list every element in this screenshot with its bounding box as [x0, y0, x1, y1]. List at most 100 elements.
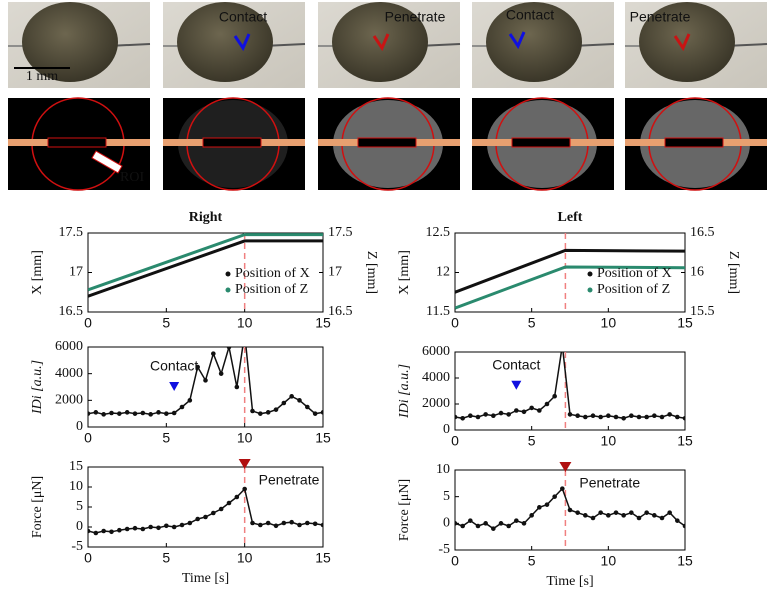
y-tick-label: 15 — [69, 459, 83, 474]
pipette — [625, 139, 665, 146]
point — [320, 522, 323, 528]
point — [475, 414, 481, 420]
x-tick-label: 10 — [601, 553, 617, 569]
annotation-marker — [238, 459, 251, 469]
y-tick-label: 0 — [443, 516, 450, 531]
point — [644, 510, 649, 515]
point — [101, 528, 106, 534]
x-tick-label: 5 — [528, 433, 536, 449]
point — [148, 524, 153, 530]
point — [132, 525, 138, 531]
legend-label: Position of X — [597, 266, 672, 281]
point — [195, 364, 200, 370]
point — [93, 410, 99, 415]
y-tick-label: 6000 — [55, 339, 83, 354]
point — [491, 413, 496, 419]
point — [613, 510, 619, 515]
x-tick-label: 5 — [162, 550, 170, 566]
point — [606, 513, 611, 518]
gap — [511, 137, 571, 148]
point — [506, 412, 511, 417]
point — [583, 414, 588, 420]
series-line — [88, 487, 323, 534]
point — [652, 513, 657, 518]
plot-frame — [454, 469, 686, 551]
x-tick-label: 10 — [237, 315, 253, 331]
point — [667, 510, 672, 515]
x-tick-label: 15 — [677, 433, 693, 449]
point — [544, 502, 550, 507]
x-tick-label: 0 — [84, 430, 92, 446]
point — [659, 414, 665, 420]
y-tick-label: 0 — [76, 519, 83, 534]
annotation-marker — [511, 380, 522, 390]
series-line — [88, 233, 323, 292]
x-tick-label: 15 — [677, 315, 693, 331]
y2-tick-label: 17.5 — [328, 225, 353, 240]
point — [613, 414, 619, 420]
x-tick-label: 0 — [84, 315, 92, 331]
pipette — [570, 139, 614, 146]
point — [164, 523, 169, 529]
x-tick-label: 10 — [237, 550, 253, 566]
legend-swatch — [225, 287, 231, 293]
point — [675, 518, 680, 523]
plot-frame — [87, 346, 324, 428]
series-line — [88, 347, 323, 416]
point — [598, 414, 603, 420]
x-tick-label: 15 — [315, 430, 331, 446]
egg — [177, 2, 273, 82]
y-axis-label: IDi [a.u.] — [30, 360, 45, 415]
series-line — [455, 352, 685, 420]
point — [140, 526, 146, 532]
x-axis-label: Time [s] — [182, 571, 229, 586]
y-tick-label: 5 — [443, 489, 450, 504]
point — [475, 523, 481, 529]
point — [218, 506, 224, 512]
point — [218, 371, 224, 376]
point — [583, 513, 588, 518]
point — [234, 494, 240, 500]
legend-swatch — [587, 287, 593, 293]
y-tick-label: 12 — [436, 265, 450, 280]
point — [305, 404, 310, 410]
pipette — [416, 139, 460, 146]
y-tick-label: 16.5 — [59, 304, 84, 319]
point — [117, 411, 122, 416]
y-tick-label: 10 — [69, 479, 83, 494]
point — [590, 515, 596, 521]
point — [521, 521, 527, 526]
point — [250, 408, 255, 414]
chevron — [673, 33, 691, 52]
point — [88, 411, 91, 416]
point — [682, 523, 685, 529]
photo-label: Penetrate — [630, 9, 691, 25]
point — [629, 510, 634, 515]
point — [312, 411, 318, 416]
point — [320, 410, 323, 415]
point — [171, 524, 177, 530]
chevron — [233, 33, 251, 52]
y-tick-label: 0 — [76, 419, 83, 434]
point — [258, 522, 263, 528]
point — [667, 412, 672, 417]
roi — [91, 150, 123, 174]
annotation-label: Penetrate — [579, 475, 640, 491]
point — [140, 410, 146, 416]
point — [109, 410, 114, 416]
chevron — [372, 33, 390, 52]
y-tick-label: 11.5 — [426, 304, 450, 319]
point — [312, 521, 318, 527]
point — [644, 414, 649, 420]
point — [88, 528, 91, 534]
point — [273, 523, 279, 529]
point — [636, 414, 642, 420]
annotation-label: Contact — [150, 358, 198, 374]
point — [514, 518, 519, 523]
point — [124, 526, 130, 532]
y-tick-label: 17 — [69, 265, 83, 280]
point — [675, 414, 680, 420]
